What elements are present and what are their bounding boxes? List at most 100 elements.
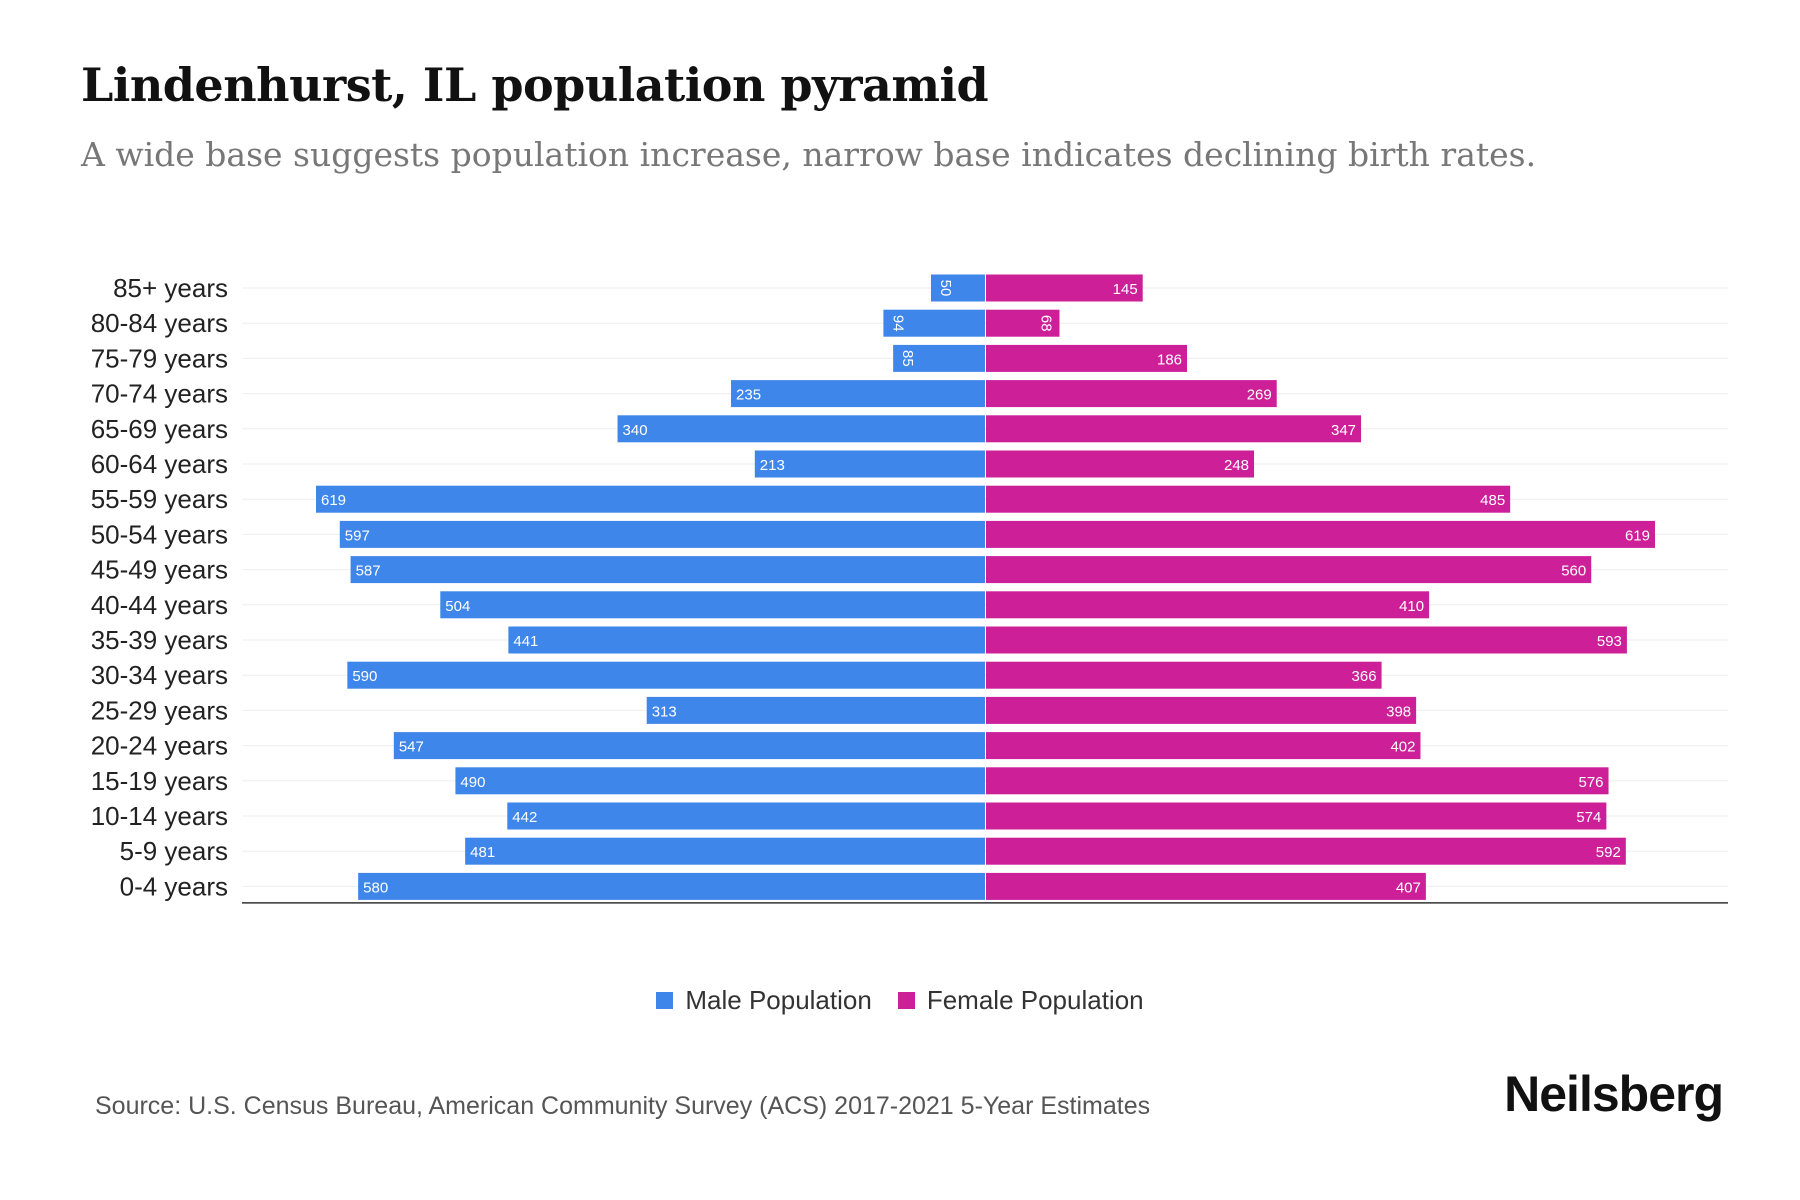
- data-label-female: 560: [1561, 563, 1586, 580]
- data-label-male: 490: [460, 774, 485, 791]
- bar-male[interactable]: [930, 274, 985, 302]
- legend-swatch-male: [656, 992, 674, 1009]
- data-label-male: 619: [321, 492, 346, 509]
- bar-female[interactable]: [986, 309, 1060, 337]
- data-label-female: 398: [1386, 703, 1411, 720]
- data-label-female: 576: [1578, 774, 1603, 791]
- source-note: Source: U.S. Census Bureau, American Com…: [95, 1092, 1151, 1120]
- data-label-male: 313: [652, 703, 677, 720]
- bar-male[interactable]: [350, 556, 985, 584]
- y-tick-label: 50-54 years: [91, 519, 228, 549]
- y-tick-label: 10-14 years: [91, 801, 228, 831]
- legend-item-male[interactable]: Male Population: [656, 985, 872, 1016]
- bars: 50 145 94 68 85 186 235 269 340 347 213 248 619 485 59…: [316, 274, 1655, 900]
- bar-female[interactable]: [986, 802, 1607, 830]
- data-label-male: 235: [736, 387, 761, 404]
- data-label-male: 213: [760, 457, 785, 474]
- data-label-female: 410: [1399, 598, 1424, 615]
- y-tick-label: 75-79 years: [91, 343, 228, 373]
- bar-female[interactable]: [986, 661, 1382, 689]
- bar-male[interactable]: [893, 344, 985, 372]
- data-label-female: 68: [1038, 315, 1055, 332]
- y-tick-label: 25-29 years: [91, 695, 228, 725]
- bar-male[interactable]: [883, 309, 985, 337]
- y-tick-label: 60-64 years: [91, 449, 228, 479]
- bar-male[interactable]: [731, 380, 985, 408]
- bar-female[interactable]: [986, 837, 1626, 865]
- legend-label-female: Female Population: [926, 985, 1144, 1015]
- bar-female[interactable]: [986, 732, 1421, 760]
- y-tick-label: 80-84 years: [91, 308, 228, 338]
- data-label-male: 590: [352, 668, 377, 685]
- bar-male[interactable]: [455, 767, 985, 795]
- y-tick-label: 0-4 years: [120, 871, 228, 901]
- legend-item-female[interactable]: Female Population: [897, 985, 1144, 1016]
- y-tick-label: 15-19 years: [91, 766, 228, 796]
- legend-swatch-female: [897, 992, 915, 1009]
- data-label-male: 587: [356, 563, 381, 580]
- bar-male[interactable]: [358, 872, 985, 900]
- gridlines: [242, 287, 1728, 887]
- bar-female[interactable]: [986, 380, 1277, 408]
- y-tick-label: 5-9 years: [120, 836, 228, 866]
- data-label-female: 407: [1396, 879, 1421, 896]
- data-label-female: 186: [1157, 351, 1182, 368]
- legend-label-male: Male Population: [685, 985, 872, 1015]
- bar-male[interactable]: [507, 802, 985, 830]
- data-label-female: 574: [1576, 809, 1601, 826]
- data-label-male: 441: [513, 633, 538, 650]
- bar-female[interactable]: [986, 274, 1143, 302]
- y-tick-label: 85+ years: [113, 273, 228, 303]
- bar-male[interactable]: [465, 837, 986, 865]
- y-tick-label: 20-24 years: [91, 731, 228, 761]
- data-label-female: 269: [1247, 387, 1272, 404]
- bar-female[interactable]: [986, 872, 1426, 900]
- brand-logo: Neilsberg: [1504, 1066, 1724, 1122]
- data-label-female: 619: [1625, 527, 1650, 544]
- bar-male[interactable]: [440, 591, 985, 619]
- bar-female[interactable]: [986, 556, 1592, 584]
- bar-female[interactable]: [986, 591, 1430, 619]
- bar-male[interactable]: [508, 626, 985, 654]
- data-label-female: 347: [1331, 422, 1356, 439]
- bar-female[interactable]: [986, 450, 1255, 478]
- data-label-female: 366: [1352, 668, 1377, 685]
- bar-male[interactable]: [339, 520, 985, 548]
- bar-male[interactable]: [393, 732, 986, 760]
- data-label-male: 94: [889, 315, 906, 332]
- data-label-male: 580: [363, 879, 388, 896]
- y-tick-label: 45-49 years: [91, 555, 228, 585]
- data-label-male: 340: [623, 422, 648, 439]
- data-label-female: 145: [1113, 281, 1138, 298]
- data-label-female: 248: [1224, 457, 1249, 474]
- bar-female[interactable]: [986, 626, 1627, 654]
- chart-subtitle: A wide base suggests population increase…: [81, 135, 1537, 174]
- data-label-male: 504: [445, 598, 470, 615]
- data-label-male: 481: [470, 844, 495, 861]
- bar-female[interactable]: [986, 415, 1362, 443]
- bar-female[interactable]: [986, 344, 1188, 372]
- bar-female[interactable]: [986, 696, 1417, 724]
- bar-male[interactable]: [754, 450, 985, 478]
- bar-female[interactable]: [986, 767, 1609, 795]
- bar-female[interactable]: [986, 485, 1511, 513]
- y-tick-label: 55-59 years: [91, 484, 228, 514]
- bar-male[interactable]: [617, 415, 985, 443]
- data-label-female: 402: [1390, 739, 1415, 756]
- bar-male[interactable]: [316, 485, 985, 513]
- data-label-male: 442: [512, 809, 537, 826]
- y-tick-label: 40-44 years: [91, 590, 228, 620]
- y-axis-labels: 85+ years 80-84 years 75-79 years 70-74 yea…: [91, 273, 228, 901]
- data-label-male: 597: [345, 527, 370, 544]
- bar-male[interactable]: [347, 661, 985, 689]
- y-tick-label: 30-34 years: [91, 660, 228, 690]
- population-pyramid-chart: 50 145 94 68 85 186 235 269 340 347 213 248 619 485 59…: [91, 273, 1728, 904]
- data-label-female: 485: [1480, 492, 1505, 509]
- y-tick-label: 65-69 years: [91, 414, 228, 444]
- data-label-female: 593: [1597, 633, 1622, 650]
- y-tick-label: 70-74 years: [91, 379, 228, 409]
- legend: Male Population Female Population: [0, 985, 1800, 1016]
- data-label-female: 592: [1596, 844, 1621, 861]
- bar-female[interactable]: [986, 520, 1655, 548]
- bar-male[interactable]: [646, 696, 985, 724]
